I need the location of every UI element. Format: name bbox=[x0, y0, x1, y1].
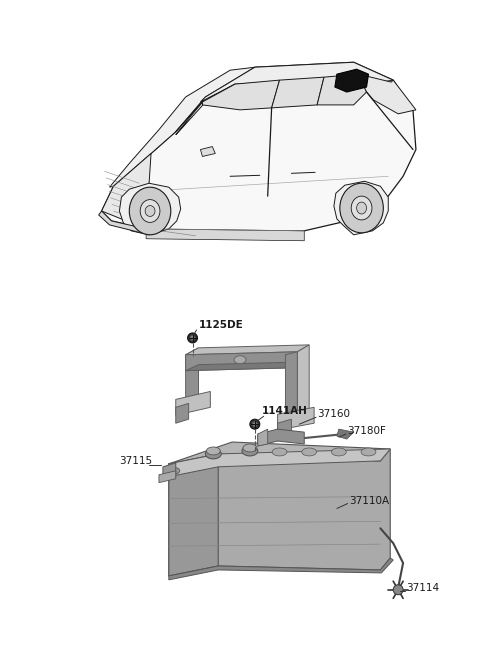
Polygon shape bbox=[176, 392, 210, 415]
Ellipse shape bbox=[172, 468, 180, 474]
Ellipse shape bbox=[361, 448, 376, 456]
Polygon shape bbox=[109, 67, 255, 187]
Polygon shape bbox=[176, 84, 235, 135]
Ellipse shape bbox=[331, 448, 346, 456]
Text: 1141AH: 1141AH bbox=[262, 406, 308, 417]
Circle shape bbox=[250, 419, 260, 429]
Ellipse shape bbox=[140, 200, 160, 223]
Polygon shape bbox=[337, 429, 354, 439]
Circle shape bbox=[393, 585, 403, 595]
Polygon shape bbox=[201, 62, 393, 102]
Text: 37160: 37160 bbox=[317, 409, 350, 419]
Text: 37114: 37114 bbox=[406, 583, 439, 593]
Text: 37115: 37115 bbox=[120, 456, 153, 466]
Polygon shape bbox=[297, 345, 309, 421]
Polygon shape bbox=[334, 181, 388, 235]
Ellipse shape bbox=[340, 183, 384, 233]
Circle shape bbox=[252, 422, 257, 426]
Polygon shape bbox=[169, 449, 390, 576]
Polygon shape bbox=[186, 362, 309, 371]
Polygon shape bbox=[272, 77, 324, 108]
Polygon shape bbox=[201, 147, 216, 156]
Circle shape bbox=[190, 336, 195, 340]
Polygon shape bbox=[99, 211, 146, 233]
Ellipse shape bbox=[302, 448, 317, 456]
Polygon shape bbox=[169, 442, 390, 477]
Polygon shape bbox=[186, 345, 309, 355]
Polygon shape bbox=[169, 449, 390, 477]
Polygon shape bbox=[176, 403, 189, 423]
Polygon shape bbox=[258, 429, 304, 446]
Ellipse shape bbox=[272, 448, 287, 456]
Polygon shape bbox=[277, 419, 291, 441]
Polygon shape bbox=[258, 429, 268, 446]
Polygon shape bbox=[102, 154, 151, 229]
Ellipse shape bbox=[243, 444, 257, 452]
Polygon shape bbox=[286, 351, 297, 424]
Polygon shape bbox=[146, 229, 304, 240]
Polygon shape bbox=[169, 454, 218, 576]
Polygon shape bbox=[186, 348, 199, 406]
Polygon shape bbox=[159, 471, 176, 483]
Text: 1125DE: 1125DE bbox=[199, 320, 243, 330]
Text: 37110A: 37110A bbox=[349, 495, 389, 505]
Polygon shape bbox=[277, 407, 314, 430]
Polygon shape bbox=[335, 69, 369, 92]
Polygon shape bbox=[203, 80, 279, 110]
Polygon shape bbox=[102, 62, 416, 236]
Ellipse shape bbox=[145, 206, 155, 216]
Ellipse shape bbox=[234, 356, 246, 364]
Ellipse shape bbox=[357, 202, 367, 214]
Ellipse shape bbox=[129, 187, 171, 235]
Ellipse shape bbox=[205, 449, 221, 459]
Circle shape bbox=[188, 333, 197, 343]
Polygon shape bbox=[163, 463, 176, 481]
Ellipse shape bbox=[242, 446, 258, 456]
Polygon shape bbox=[359, 74, 416, 114]
Ellipse shape bbox=[206, 447, 220, 455]
Polygon shape bbox=[186, 351, 297, 371]
Ellipse shape bbox=[351, 196, 372, 220]
Polygon shape bbox=[317, 74, 367, 105]
Text: 37180F: 37180F bbox=[347, 426, 385, 436]
Polygon shape bbox=[120, 183, 180, 235]
Polygon shape bbox=[169, 558, 393, 580]
